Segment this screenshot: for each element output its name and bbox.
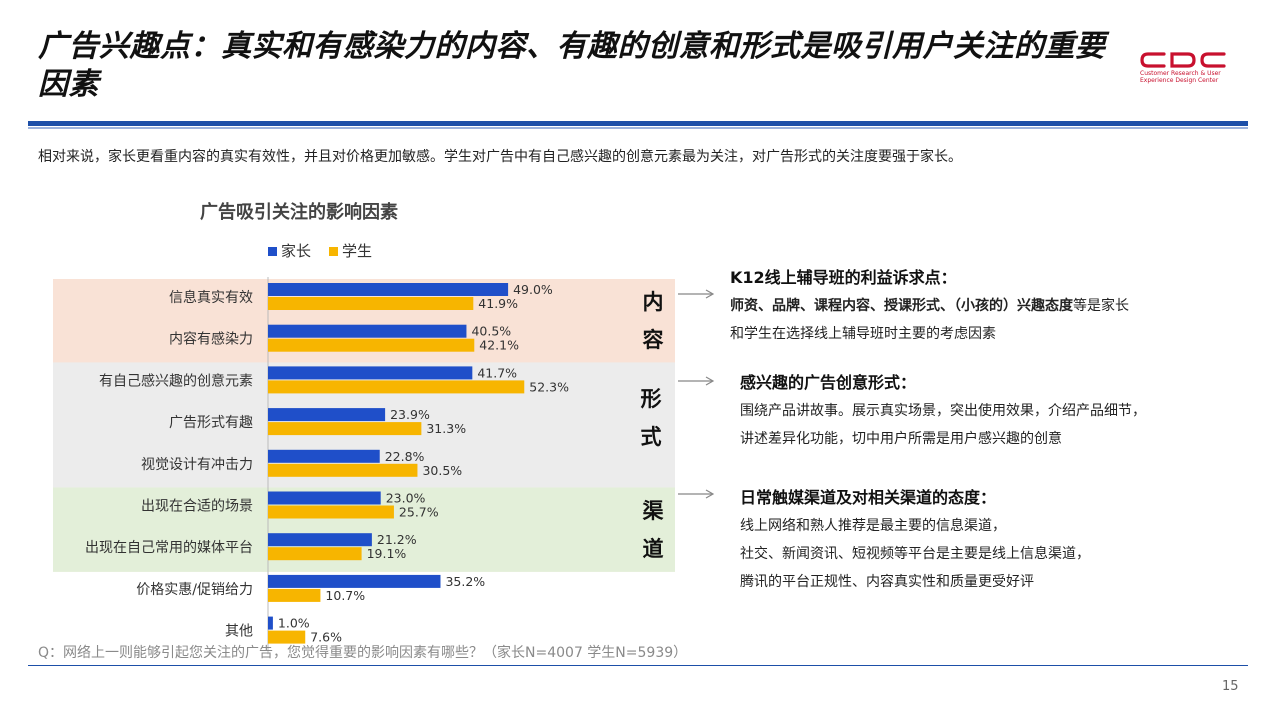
category-label: 出现在合适的场景 bbox=[141, 499, 253, 515]
bar-student bbox=[268, 505, 394, 519]
connector-arrow-icon bbox=[705, 489, 715, 499]
value-label-student: 10.7% bbox=[325, 588, 365, 603]
bar-parent bbox=[268, 449, 380, 463]
value-label-student: 41.9% bbox=[478, 296, 518, 311]
panel-k12: K12线上辅导班的利益诉求点： 师资、品牌、课程内容、授课形式、（小孩的）兴趣态… bbox=[730, 264, 1129, 348]
header-divider-thin bbox=[28, 127, 1248, 129]
category-label: 出现在自己常用的媒体平台 bbox=[85, 540, 253, 556]
bar-parent bbox=[268, 533, 372, 547]
category-label: 广告形式有趣 bbox=[169, 415, 253, 431]
page-number: 15 bbox=[1222, 679, 1239, 694]
bar-student bbox=[268, 588, 321, 602]
bar-parent bbox=[268, 491, 381, 505]
group-label-channel-char-1: 渠 bbox=[642, 499, 664, 523]
group-label-form: 形 式 bbox=[636, 380, 666, 456]
bar-parent bbox=[268, 366, 473, 380]
bar-parent bbox=[268, 283, 509, 296]
panel-creative-heading: 感兴趣的广告创意形式： bbox=[740, 373, 917, 392]
category-label: 有自己感兴趣的创意元素 bbox=[99, 372, 253, 389]
value-label-parent: 49.0% bbox=[513, 282, 553, 297]
group-label-content-char-2: 容 bbox=[642, 328, 664, 352]
value-label-parent: 41.7% bbox=[477, 365, 517, 380]
bar-student bbox=[268, 338, 475, 352]
category-label: 价格实惠/促销给力 bbox=[136, 582, 253, 598]
value-label-parent: 40.5% bbox=[471, 324, 511, 339]
bar-parent bbox=[268, 574, 441, 588]
group-label-form-char-1: 形 bbox=[640, 387, 662, 411]
panel-creative-line-2: 讲述差异化功能，切中用户所需是用户感兴趣的创意 bbox=[740, 431, 1062, 447]
bar-student bbox=[268, 630, 306, 644]
legend-label-parent: 家长 bbox=[281, 242, 312, 260]
chart-title: 广告吸引关注的影响因素 bbox=[200, 202, 398, 223]
value-label-student: 7.6% bbox=[310, 630, 342, 645]
survey-footnote: Q：网络上一则能够引起您关注的广告，您觉得重要的影响因素有哪些？（家长N=400… bbox=[38, 645, 688, 661]
panel-k12-line-1-bold: 师资、品牌、课程内容、授课形式、（小孩的）兴趣态度 bbox=[730, 298, 1073, 314]
value-label-student: 30.5% bbox=[422, 463, 462, 478]
bar-student bbox=[268, 463, 418, 477]
value-label-parent: 22.8% bbox=[385, 449, 425, 464]
bar-parent bbox=[268, 616, 273, 630]
group-label-content-char-1: 内 bbox=[642, 290, 664, 314]
panel-channel-line-3: 腾讯的平台正规性、内容真实性和质量更受好评 bbox=[740, 574, 1034, 590]
category-label: 信息真实有效 bbox=[169, 289, 253, 306]
value-label-student: 42.1% bbox=[479, 338, 519, 353]
cdc-logo bbox=[1140, 52, 1226, 68]
connector-arrow-icon bbox=[705, 289, 715, 299]
panel-channel-heading: 日常触媒渠道及对相关渠道的态度： bbox=[740, 488, 997, 507]
legend-item-parent: 家长 bbox=[268, 240, 311, 261]
value-label-parent: 23.0% bbox=[386, 491, 426, 506]
panel-creative-line-1: 围绕产品讲故事。展示真实场景，突出使用效果，介绍产品细节， bbox=[740, 403, 1146, 419]
panel-channel-line-2: 社交、新闻资讯、短视频等平台是主要是线上信息渠道， bbox=[740, 546, 1090, 562]
bar-parent bbox=[268, 324, 467, 338]
logo-subtitle: Customer Research & User Experience Desi… bbox=[1140, 70, 1221, 84]
panel-k12-line-2: 和学生在选择线上辅导班时主要的考虑因素 bbox=[730, 326, 996, 342]
category-label: 视觉设计有冲击力 bbox=[141, 457, 253, 473]
connector-arrow-icon bbox=[705, 376, 715, 386]
value-label-student: 25.7% bbox=[399, 505, 439, 520]
value-label-parent: 23.9% bbox=[390, 407, 430, 422]
panel-k12-heading: K12线上辅导班的利益诉求点： bbox=[730, 268, 957, 287]
legend-swatch-student bbox=[329, 247, 339, 256]
summary-text: 相对来说，家长更看重内容的真实有效性，并且对价格更加敏感。学生对广告中有自己感兴… bbox=[38, 149, 962, 165]
panel-k12-line-1-rest: 等是家长 bbox=[1073, 298, 1129, 314]
group-label-content: 内 容 bbox=[638, 283, 668, 359]
panel-channel: 日常触媒渠道及对相关渠道的态度： 线上网络和熟人推荐是最主要的信息渠道， 社交、… bbox=[740, 484, 1090, 596]
bar-parent bbox=[268, 408, 386, 422]
legend-swatch-parent bbox=[268, 247, 277, 256]
header-divider bbox=[28, 121, 1248, 126]
bar-student bbox=[268, 422, 422, 436]
panel-k12-line-1: 师资、品牌、课程内容、授课形式、（小孩的）兴趣态度等是家长 bbox=[730, 292, 1129, 320]
bar-student bbox=[268, 297, 474, 310]
value-label-parent: 21.2% bbox=[377, 532, 417, 547]
group-label-channel: 渠 道 bbox=[638, 492, 668, 568]
panel-creative: 感兴趣的广告创意形式： 围绕产品讲故事。展示真实场景，突出使用效果，介绍产品细节… bbox=[740, 369, 1146, 453]
bar-student bbox=[268, 380, 525, 394]
value-label-parent: 35.2% bbox=[445, 574, 485, 589]
legend-label-student: 学生 bbox=[342, 242, 373, 260]
value-label-student: 19.1% bbox=[367, 546, 407, 561]
category-label: 内容有感染力 bbox=[169, 331, 253, 348]
group-label-channel-char-2: 道 bbox=[642, 537, 664, 561]
panel-channel-line-1: 线上网络和熟人推荐是最主要的信息渠道， bbox=[740, 518, 1006, 534]
group-label-form-char-2: 式 bbox=[640, 425, 662, 449]
chart-legend: 家长 学生 bbox=[268, 240, 372, 261]
category-label: 其他 bbox=[225, 624, 253, 640]
footer-divider bbox=[28, 665, 1248, 666]
page-title: 广告兴趣点：真实和有感染力的内容、有趣的创意和形式是吸引用户关注的重要因素 bbox=[38, 29, 1106, 102]
legend-item-student: 学生 bbox=[329, 240, 372, 261]
value-label-student: 31.3% bbox=[426, 421, 466, 436]
value-label-student: 52.3% bbox=[529, 379, 569, 394]
bar-student bbox=[268, 547, 362, 561]
value-label-parent: 1.0% bbox=[278, 616, 310, 631]
